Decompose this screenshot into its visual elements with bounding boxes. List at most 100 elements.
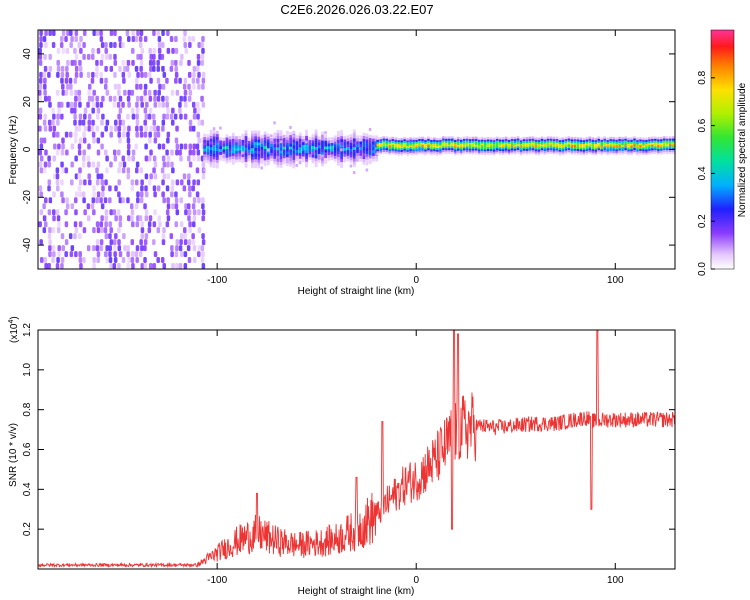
spectrogram-cell [330,136,334,141]
spectrogram-cell [78,233,82,240]
spectrogram-cell [79,137,83,144]
spectrogram-cell [454,137,457,140]
spectrogram-cell [321,151,324,155]
spectrogram-cell [43,95,48,102]
spectrogram-cell [391,136,394,140]
spectrogram-cell [579,149,583,152]
spectrogram-cell [52,113,56,120]
spectrogram-cell [203,142,207,146]
spectrogram-cell [468,151,472,155]
spectrogram-cell [56,227,61,234]
spectrogram-cell [597,151,600,155]
spectrogram-cell [270,134,273,138]
spectrogram-cell [165,149,169,156]
spectrogram-cell [311,148,315,152]
spectrogram-cell [349,134,353,138]
spectrogram-cell [549,138,553,141]
spectrogram-cell [603,140,606,143]
spectrogram-cell [612,144,615,148]
spectrogram-cell [191,125,196,132]
spectrogram-cell [403,150,406,153]
spectrogram-cell [87,95,92,102]
spectrogram-cell [254,150,257,154]
spectrogram-cell [621,140,624,144]
spectrogram-cell [564,142,568,145]
spectrogram-cell [498,150,502,153]
spectrogram-cell [289,163,293,167]
spectrogram-cell [621,144,624,148]
spectrogram-cell [196,131,201,138]
spectrogram-cell [99,245,103,252]
spectrogram-cell [55,209,60,216]
spectrogram-cell [468,138,472,142]
spectrogram-cell [394,148,397,152]
spectrogram-cell [134,35,139,42]
spectrogram-cell [501,152,505,155]
spectrogram-cell [138,83,143,90]
spectrogram-cell [183,77,188,84]
spectrogram-cell [157,47,162,54]
spectrogram-cell [69,83,73,90]
spectrogram-cell [174,197,179,204]
spectrogram-cell [209,158,213,162]
spectrogram-cell [525,144,529,148]
spectrogram-cell [276,161,279,165]
spectrogram-cell [135,167,139,174]
spectrogram-cell [170,59,175,66]
spectrogram-cell [507,141,511,144]
spectrogram-cell [663,145,666,149]
spectrogram-cell [618,136,621,140]
spectrogram-cell [606,139,609,142]
spectrogram-cell [197,41,201,48]
spectrogram-cell [594,149,597,152]
spectrogram-cell [510,151,514,155]
spectrogram-cell [330,139,334,144]
spectrogram-cell [64,221,69,228]
spectrogram-cell [552,144,556,147]
spectrogram-cell [57,251,61,258]
spectrogram-cell [135,107,140,114]
spectrogram-cell [415,137,418,140]
spectrogram-cell [112,239,117,246]
spectrogram-cell [100,53,105,60]
spectrogram-cell [225,157,229,161]
spectrogram-cell [61,83,65,90]
spectrogram-cell [48,125,53,132]
spectrogram-cell [148,107,153,114]
y-tick-label: -40 [22,237,33,252]
spectrogram-cell [292,159,296,163]
spectrogram-cell [368,157,372,162]
spectrogram-cell [192,209,197,216]
spectrogram-cell [660,150,663,153]
spectrogram-cell [537,152,541,156]
spectrogram-cell [317,142,321,146]
spectrogram-cell [263,157,267,161]
spectrogram-cell [201,173,206,180]
spectrogram-cell [552,140,556,143]
spectrogram-cell [543,141,547,144]
spectrogram-cell [39,155,44,162]
spectrogram-cell [47,233,52,240]
spectrogram-cell [178,263,183,270]
spectrogram-cell [282,157,286,162]
spectrogram-cell [61,245,66,252]
spectrogram-cell [166,203,171,210]
spectrogram-cell [424,143,427,146]
spectrogram-cell [282,160,286,164]
spectrogram-cell [609,136,612,140]
spectrogram-cell [127,125,131,132]
spectrogram-cell [206,157,210,161]
spectrogram-cell [169,233,174,240]
spectrogram-cell [289,146,293,150]
spectrogram-cell [188,143,193,150]
spectrogram-cell [60,65,65,72]
spectrogram-cell [238,156,242,160]
spectrogram-cell [69,89,74,96]
spectrogram-cell [127,35,131,42]
spectrogram-cell [244,138,248,142]
snr-scale-close: ) [9,316,20,319]
spectrogram-cell [573,146,577,149]
spectrogram-cell [618,151,621,155]
spectrogram-cell [352,135,356,139]
spectrogram-cell [143,245,147,252]
